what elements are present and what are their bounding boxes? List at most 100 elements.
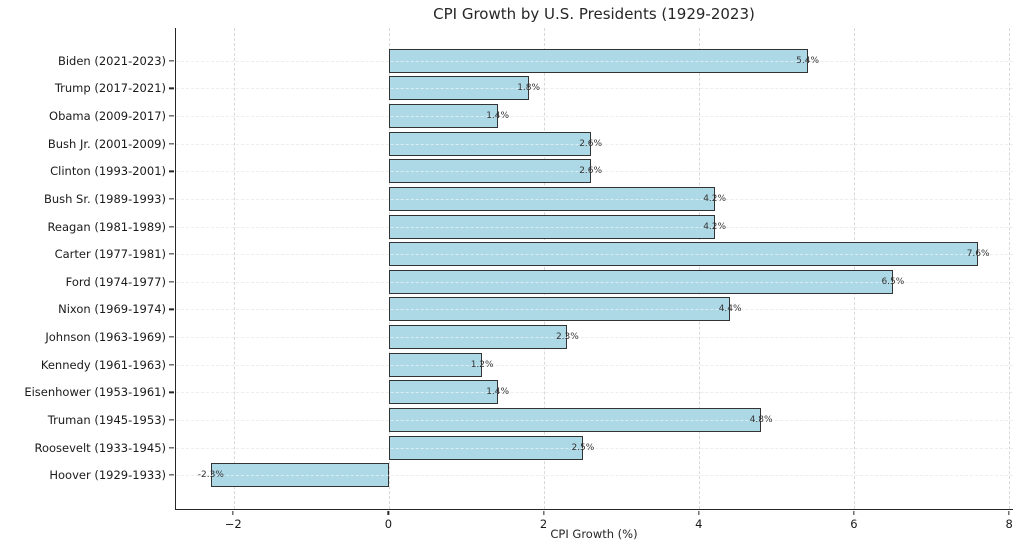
y-tick-label: Obama (2009-2017) — [49, 109, 166, 124]
gridline-overlay — [176, 254, 1013, 256]
y-tick-mark — [169, 474, 174, 476]
x-tick-mark — [542, 511, 545, 515]
gridline-overlay — [176, 226, 1013, 228]
x-tick-mark — [853, 511, 855, 515]
gridline-overlay — [176, 447, 1013, 449]
value-label: 1.4% — [486, 387, 510, 398]
bar-row: Ford (1974-1977) 6.5% — [66, 268, 1013, 296]
vertical-gridline — [234, 28, 236, 509]
value-label: 2.6% — [579, 166, 603, 177]
y-tick-mark — [169, 336, 174, 338]
value-label: 4.4% — [718, 304, 742, 315]
y-tick-mark — [169, 143, 174, 145]
x-tick-label: 4 — [695, 517, 703, 531]
bar-rows: Biden (2021-2023) 5.4% Trump (2017-2021) 1.… — [24, 28, 1013, 509]
value-label: -2.3% — [197, 470, 224, 481]
bar-row: Bush Jr. (2001-2009) 2.6% — [48, 130, 1013, 158]
plot-area: Biden (2021-2023) 5.4% Trump (2017-2021) 1.… — [24, 28, 1013, 510]
value-label: 2.6% — [579, 138, 603, 149]
bar-row: Reagan (1981-1989) 4.2% — [47, 213, 1013, 241]
y-tick-label: Ford (1974-1977) — [65, 274, 166, 289]
bar-row: Trump (2017-2021) 1.8% — [55, 75, 1013, 103]
bar-row: Truman (1945-1953) 4.8% — [48, 406, 1013, 434]
y-tick-mark — [169, 281, 174, 283]
value-label: 4.2% — [703, 193, 727, 204]
x-tick-label: 0 — [384, 517, 393, 531]
bar-row: Clinton (1993-2001) 2.6% — [50, 158, 1013, 186]
y-tick-label: Bush Jr. (2001-2009) — [47, 136, 166, 151]
gridline-overlay — [176, 60, 1013, 62]
x-tick-label: 8 — [1005, 517, 1013, 531]
y-tick-label: Carter (1977-1981) — [54, 247, 166, 262]
vertical-gridline — [699, 28, 701, 509]
value-label: 1.4% — [486, 111, 510, 122]
y-tick-label: Kennedy (1961-1963) — [40, 357, 166, 372]
gridline-overlay — [176, 198, 1013, 200]
y-tick-mark — [169, 115, 174, 117]
gridline-overlay — [176, 171, 1013, 173]
x-axis: −2 0 2 4 6 8 — [175, 510, 1013, 540]
x-tick-mark — [387, 511, 390, 515]
value-label: 4.2% — [703, 221, 727, 232]
bar-row: Kennedy (1961-1963) 1.2% — [41, 351, 1013, 379]
chart-title: CPI Growth by U.S. Presidents (1929-2023… — [433, 5, 755, 23]
y-tick-mark — [169, 446, 174, 449]
y-tick-label: Trump (2017-2021) — [54, 81, 166, 96]
gridline-overlay — [176, 337, 1013, 339]
y-tick-mark — [169, 308, 174, 311]
bar-row: Bush Sr. (1989-1993) 4.2% — [44, 185, 1013, 213]
vertical-gridline — [544, 28, 546, 509]
y-tick-mark — [169, 364, 174, 366]
value-label: 7.6% — [966, 249, 990, 260]
bar-row: Roosevelt (1933-1945) 2.5% — [34, 434, 1013, 462]
value-label: 5.4% — [796, 55, 820, 66]
value-label: 2.3% — [555, 332, 579, 343]
value-label: 1.2% — [470, 359, 494, 370]
y-tick-mark — [169, 253, 174, 255]
x-axis-label: CPI Growth (%) — [550, 527, 638, 541]
x-tick-mark — [698, 511, 700, 515]
vertical-gridline — [854, 28, 856, 509]
y-tick-label: Hoover (1929-1933) — [49, 468, 166, 483]
y-tick-mark — [169, 198, 174, 200]
y-tick-label: Roosevelt (1933-1945) — [34, 440, 166, 455]
x-tick-label: 6 — [850, 517, 858, 531]
bar-row: Biden (2021-2023) 5.4% — [58, 47, 1013, 75]
y-tick-mark — [169, 419, 174, 421]
bar-row: Obama (2009-2017) 1.4% — [49, 102, 1013, 130]
vertical-gridline — [389, 28, 391, 509]
vertical-gridline — [1009, 28, 1011, 509]
gridline-overlay — [176, 116, 1013, 118]
y-tick-label: Eisenhower (1953-1961) — [24, 385, 166, 400]
value-label: 6.5% — [881, 276, 905, 287]
y-tick-label: Clinton (1993-2001) — [50, 164, 166, 179]
bar-row: Nixon (1969-1974) 4.4% — [58, 296, 1013, 324]
gridline-overlay — [176, 88, 1013, 90]
bar-row: Eisenhower (1953-1961) 1.4% — [24, 379, 1013, 407]
bar-row: Johnson (1963-1969) 2.3% — [45, 323, 1013, 351]
gridline-overlay — [176, 419, 1013, 421]
y-tick-label: Johnson (1963-1969) — [45, 330, 166, 345]
y-tick-mark — [169, 60, 174, 62]
y-tick-label: Truman (1945-1953) — [47, 412, 166, 427]
y-tick-mark — [169, 87, 174, 90]
y-tick-mark — [169, 225, 174, 228]
x-tick-mark — [232, 511, 234, 515]
y-tick-label: Biden (2021-2023) — [57, 53, 166, 68]
value-label: 2.5% — [571, 442, 595, 453]
gridline-overlay — [176, 309, 1013, 311]
y-tick-label: Bush Sr. (1989-1993) — [43, 191, 166, 206]
gridline-overlay — [176, 392, 1013, 394]
x-tick-label: 2 — [539, 517, 548, 531]
value-label: 4.8% — [749, 414, 773, 425]
gridline-overlay — [176, 281, 1013, 283]
value-label: 1.8% — [517, 83, 541, 94]
x-tick-mark — [1008, 511, 1010, 515]
gridline-overlay — [176, 475, 1013, 477]
y-tick-mark — [169, 391, 174, 393]
y-tick-mark — [169, 170, 174, 172]
gridline-overlay — [176, 364, 1013, 366]
bar-row: Hoover (1929-1933) -2.3% — [49, 461, 1013, 489]
y-tick-label: Reagan (1981-1989) — [47, 219, 166, 234]
